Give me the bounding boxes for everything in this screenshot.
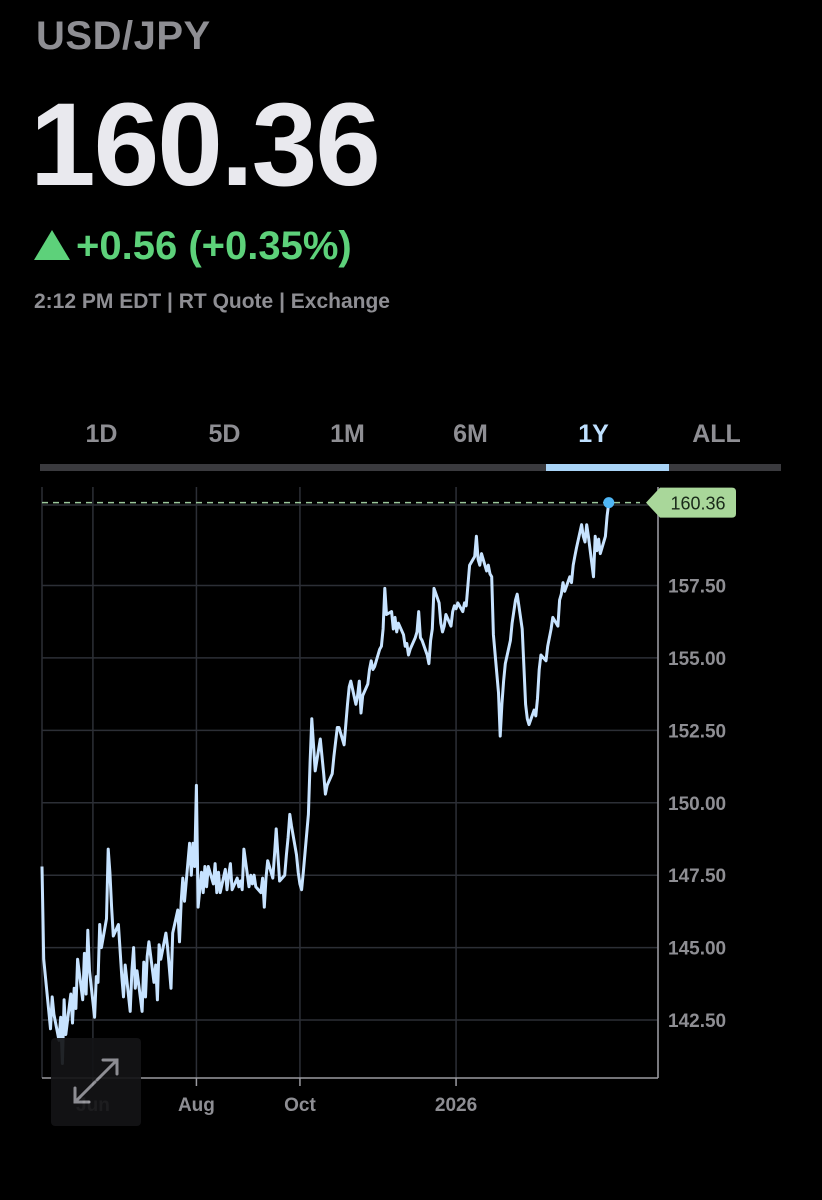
- tab-1m[interactable]: 1M: [330, 420, 365, 448]
- y-tick-label: 157.50: [668, 577, 726, 598]
- tab-all[interactable]: ALL: [692, 420, 741, 448]
- expand-button[interactable]: [51, 1038, 141, 1126]
- timeframe-tab-bar: [40, 464, 781, 471]
- x-tick-label: Aug: [178, 1095, 215, 1116]
- y-tick-label: 155.00: [668, 649, 726, 670]
- last-value-tag: [646, 487, 736, 518]
- symbol-title: USD/JPY: [36, 14, 211, 58]
- x-tick-label: Oct: [284, 1095, 316, 1116]
- y-tick-label: 145.00: [668, 939, 726, 960]
- y-tick-label: 150.00: [668, 794, 726, 815]
- price-chart[interactable]: 142.50 145.00 147.50 150.00 152.50 155.00 157.…: [0, 471, 822, 1131]
- tab-1d[interactable]: 1D: [85, 420, 118, 448]
- expand-arrows-icon: [73, 1058, 119, 1104]
- tab-5d[interactable]: 5D: [208, 420, 241, 448]
- y-tick-label: 142.50: [668, 1011, 726, 1032]
- up-triangle-icon: [34, 229, 70, 260]
- tab-6m[interactable]: 6M: [453, 420, 488, 448]
- y-tick-label: 147.50: [668, 866, 726, 887]
- timeframe-tabs: 1D 5D 1M 6M 1Y ALL: [40, 420, 780, 472]
- price-change: +0.56 (+0.35%): [34, 224, 352, 269]
- y-tick-label: 152.50: [668, 721, 726, 742]
- price-change-value: +0.56 (+0.35%): [76, 224, 352, 268]
- last-point: [603, 497, 615, 509]
- series-line: [40, 502, 611, 1065]
- current-price: 160.36: [30, 79, 381, 211]
- quote-meta: 2:12 PM EDT | RT Quote | Exchange: [34, 290, 390, 313]
- last-value-label: 160.36: [670, 494, 725, 514]
- active-tab-indicator: [546, 464, 669, 471]
- x-tick-label: 2026: [435, 1095, 477, 1116]
- tab-1y[interactable]: 1Y: [578, 420, 609, 448]
